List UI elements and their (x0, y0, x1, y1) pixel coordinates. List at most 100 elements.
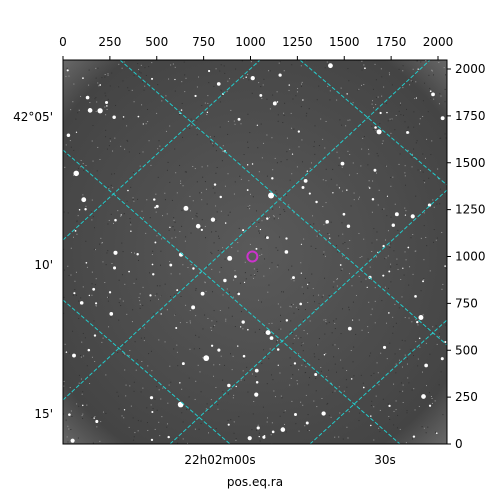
noise (348, 80, 350, 82)
noise (383, 86, 385, 88)
noise (124, 148, 126, 150)
noise (326, 376, 328, 378)
noise (355, 333, 357, 335)
star (237, 292, 241, 296)
noise (156, 293, 158, 295)
noise (378, 384, 380, 386)
star (421, 394, 426, 399)
noise (417, 169, 419, 171)
noise (231, 315, 233, 317)
noise (238, 227, 240, 229)
noise (91, 219, 93, 221)
star (85, 261, 88, 264)
star (288, 84, 291, 86)
star (113, 250, 118, 255)
noise (149, 272, 151, 274)
noise (182, 264, 184, 266)
noise (102, 242, 104, 244)
star (169, 263, 173, 267)
noise (184, 91, 186, 93)
noise (82, 163, 84, 165)
noise (432, 74, 434, 76)
noise (269, 267, 271, 269)
noise (158, 298, 160, 300)
noise (322, 179, 324, 181)
noise (272, 94, 274, 96)
noise (266, 421, 268, 423)
noise (204, 225, 206, 227)
noise (194, 428, 196, 430)
noise (362, 137, 364, 139)
noise (348, 273, 350, 275)
star (285, 237, 288, 240)
noise (190, 118, 192, 120)
noise (91, 283, 93, 285)
noise (318, 235, 320, 237)
noise (207, 265, 209, 267)
noise (422, 100, 424, 102)
star (122, 116, 125, 118)
noise (215, 68, 217, 70)
noise (407, 127, 409, 129)
noise (68, 428, 70, 430)
target-marker (246, 250, 259, 263)
star (142, 123, 144, 125)
star (368, 187, 371, 189)
noise (348, 306, 350, 308)
noise (371, 400, 373, 402)
noise (301, 81, 303, 83)
noise (405, 108, 407, 110)
noise (315, 248, 317, 250)
noise (207, 165, 209, 167)
noise (439, 333, 441, 335)
noise (75, 118, 77, 120)
noise (444, 133, 446, 135)
noise (306, 112, 308, 114)
noise (160, 295, 162, 297)
star (440, 116, 445, 121)
noise (278, 236, 280, 238)
noise (74, 280, 76, 282)
noise (222, 391, 224, 393)
noise (254, 274, 256, 276)
noise (290, 306, 292, 308)
noise (423, 259, 425, 261)
noise (271, 374, 273, 376)
noise (80, 297, 82, 299)
noise (158, 389, 160, 391)
noise (300, 337, 302, 339)
noise (321, 296, 323, 298)
star (123, 409, 126, 411)
noise (223, 65, 225, 67)
noise (68, 352, 70, 354)
star (242, 229, 245, 232)
noise (415, 341, 417, 343)
noise (133, 75, 135, 77)
noise (93, 320, 95, 322)
noise (300, 401, 302, 403)
noise (286, 151, 288, 153)
noise (260, 123, 262, 125)
noise (145, 232, 147, 234)
noise (63, 413, 65, 415)
star (382, 244, 385, 248)
noise (109, 140, 111, 142)
noise (126, 125, 128, 127)
noise (341, 190, 343, 192)
noise (168, 384, 170, 386)
noise (195, 127, 197, 129)
grid-line (169, 189, 447, 444)
star (386, 195, 389, 197)
noise (328, 233, 330, 235)
noise (385, 239, 387, 241)
y-tick-label: 1500 (455, 156, 486, 170)
noise (204, 281, 206, 283)
noise (268, 70, 270, 72)
noise (179, 164, 181, 166)
noise (112, 187, 114, 189)
star (284, 250, 289, 254)
noise (386, 165, 388, 167)
noise (118, 279, 120, 281)
noise (67, 265, 69, 267)
noise (336, 278, 338, 280)
